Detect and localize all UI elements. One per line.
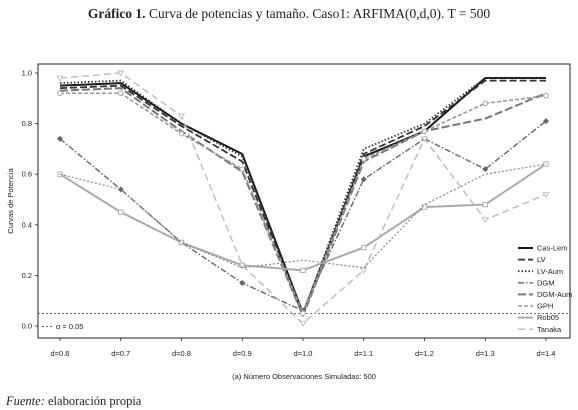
reference-line-label: α = 0.05 [56,322,83,331]
source-note: Fuente: elaboración propia [6,394,141,409]
x-tick-label: d=1.1 [354,349,373,358]
legend-entry: GPH [537,302,553,311]
data-point-circle [178,130,185,137]
series-line [59,87,547,317]
x-tick-label: d=1.3 [476,349,495,358]
plot-frame [37,63,571,339]
data-point-triangle [360,267,368,275]
series-tanaka [56,70,550,328]
data-point-triangle [56,75,64,82]
data-point-circle [300,310,306,317]
source-label: Fuente: [6,394,45,408]
data-point-square [300,267,306,273]
series-gph [57,90,549,317]
data-point-diamond [56,135,64,142]
x-tick-label: d=0.9 [233,349,252,358]
data-point-circle [361,156,367,162]
chart-title-bold: Gráfico 1. [87,6,146,21]
series-lv-aum [59,77,546,315]
x-tick-label: d=1.2 [415,349,434,358]
x-tick-label: d=1.0 [294,349,313,358]
data-point-square [118,209,124,215]
data-point-triangle [117,70,125,77]
y-tick-label: 0.8 [22,119,32,128]
data-point-square [482,201,488,208]
y-axis-label: Curvas de Potencia [6,167,15,233]
series-dgm-aum [59,87,547,317]
series-unlabeled-8 [59,163,547,269]
data-point-square [361,244,367,251]
data-point-circle [57,90,63,96]
series-rob05 [57,161,549,273]
legend-entry: LV [537,255,546,264]
x-tick-label: d=0.7 [111,349,130,358]
x-tick-label: d=1.4 [537,349,556,358]
series-line [59,77,546,315]
data-point-diamond [360,176,367,183]
legend-entry: DGM-Aum [537,290,572,299]
data-point-diamond [482,166,489,173]
x-axis-label: (a) Número Observaciones Simuladas: 500 [232,372,376,381]
data-point-triangle [481,217,489,224]
legend-entry: Cas-Lem [537,244,567,253]
series-lv [59,79,546,317]
series-dgm [56,118,550,314]
x-tick-label: d=0.8 [172,349,191,358]
series-line [59,163,547,269]
data-point-triangle [238,262,246,269]
series-line [59,77,546,315]
y-tick-label: 0.2 [22,271,32,280]
series-line [59,120,547,312]
y-tick-label: 0.4 [22,220,32,229]
data-point-triangle [299,321,307,328]
data-point-circle [117,90,124,96]
series-line [59,72,547,325]
legend-entry: LV-Aum [537,267,563,276]
y-tick-label: 1.0 [22,69,32,78]
data-point-triangle [542,191,550,199]
data-point-diamond [239,279,246,287]
legend-entry: Rob05 [537,313,559,322]
y-tick-label: 0.6 [22,170,32,179]
data-point-circle [239,166,245,172]
data-point-circle [421,128,428,134]
series-line [59,79,546,317]
source-text: elaboración propia [48,394,142,408]
legend-entry: DGM [537,278,555,287]
x-tick-label: d=0.6 [51,349,70,358]
chart-title: Gráfico 1. Curva de potencias y tamaño. … [0,6,578,22]
chart-title-rest: Curva de potencias y tamaño. Caso1: ARFI… [148,6,491,21]
legend-entry: Tanaka [537,325,562,334]
data-point-triangle [420,136,429,143]
data-point-diamond [542,118,550,125]
data-point-square [178,239,185,246]
data-point-square [421,204,428,210]
data-point-circle [482,100,489,107]
data-point-circle [543,93,549,99]
y-tick-label: 0.0 [22,322,32,331]
data-point-triangle [177,113,186,120]
series-cas-lem [59,77,546,315]
